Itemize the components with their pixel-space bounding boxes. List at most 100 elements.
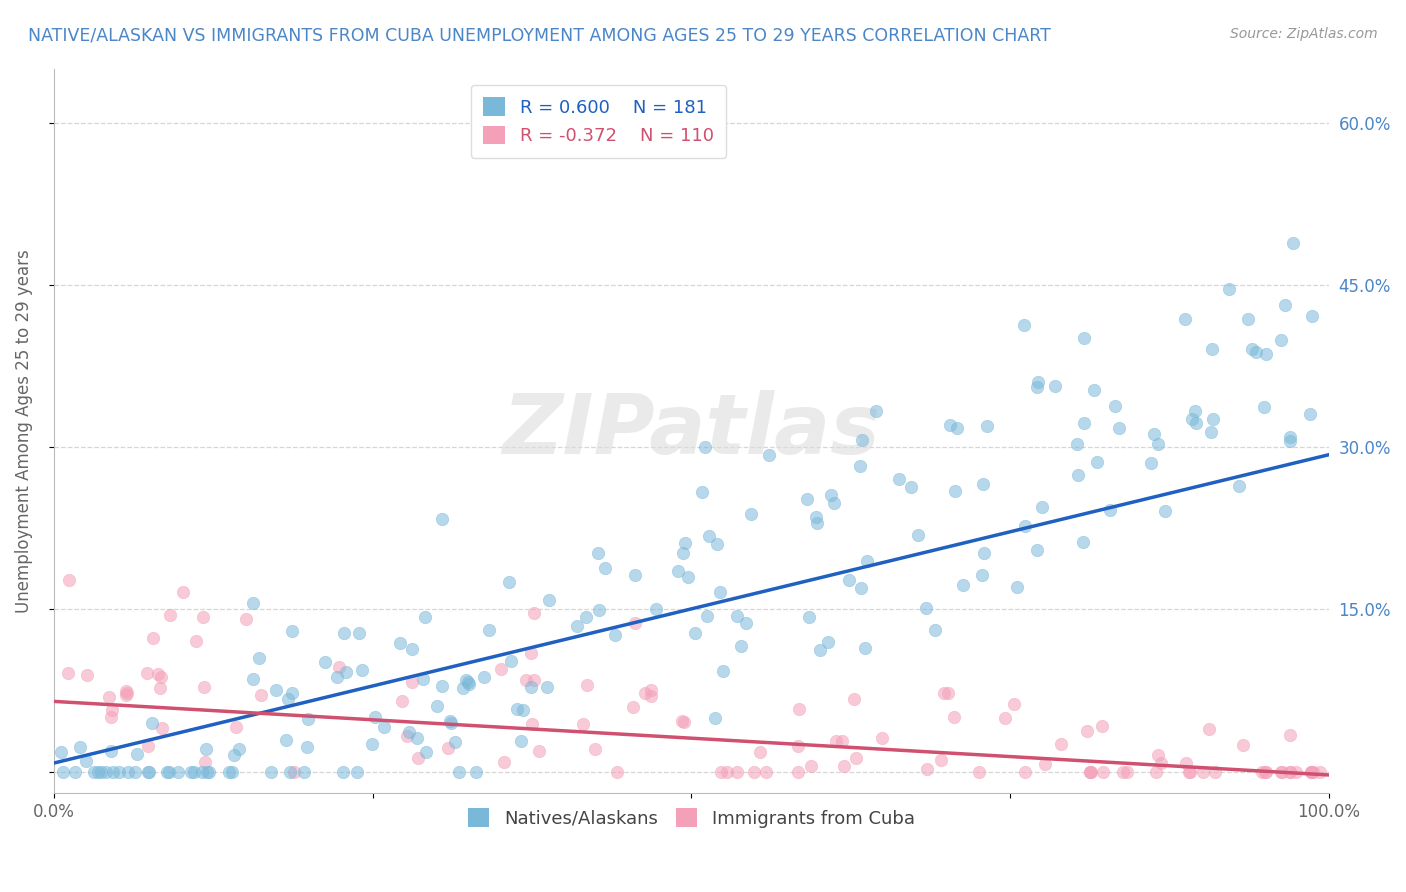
Point	[1279, 430, 1302, 444]
Point	[1271, 764, 1294, 779]
Point	[808, 642, 831, 657]
Point	[142, 631, 165, 645]
Point	[565, 619, 588, 633]
Point	[149, 681, 172, 696]
Point	[644, 602, 666, 616]
Point	[709, 585, 731, 599]
Point	[297, 712, 319, 726]
Point	[1002, 698, 1025, 712]
Point	[696, 609, 718, 624]
Point	[63, 764, 86, 779]
Point	[583, 741, 606, 756]
Point	[180, 764, 202, 779]
Point	[870, 731, 893, 745]
Point	[346, 764, 368, 779]
Point	[831, 734, 853, 748]
Point	[1091, 764, 1114, 779]
Point	[510, 734, 533, 748]
Point	[247, 650, 270, 665]
Point	[1254, 764, 1277, 779]
Point	[1014, 764, 1036, 779]
Point	[1025, 380, 1047, 394]
Point	[413, 610, 436, 624]
Point	[1278, 764, 1301, 779]
Point	[673, 714, 696, 729]
Point	[415, 745, 437, 759]
Point	[228, 742, 250, 756]
Point	[671, 714, 693, 728]
Point	[117, 764, 139, 779]
Point	[666, 565, 689, 579]
Point	[190, 764, 212, 779]
Point	[412, 673, 434, 687]
Point	[391, 694, 413, 708]
Point	[1043, 379, 1066, 393]
Point	[1279, 728, 1302, 742]
Point	[755, 764, 778, 779]
Point	[49, 746, 72, 760]
Point	[1031, 500, 1053, 514]
Point	[929, 753, 952, 767]
Point	[218, 764, 240, 779]
Point	[274, 733, 297, 747]
Point	[1301, 764, 1323, 779]
Point	[1281, 236, 1303, 251]
Point	[710, 764, 733, 779]
Point	[406, 751, 429, 765]
Point	[787, 702, 810, 716]
Point	[603, 628, 626, 642]
Point	[136, 739, 159, 753]
Point	[398, 725, 420, 739]
Point	[1301, 764, 1323, 779]
Point	[135, 666, 157, 681]
Point	[108, 764, 131, 779]
Point	[621, 700, 644, 714]
Point	[1154, 504, 1177, 518]
Point	[786, 764, 808, 779]
Point	[915, 601, 938, 615]
Point	[740, 507, 762, 521]
Point	[945, 421, 967, 435]
Point	[1178, 764, 1201, 779]
Point	[529, 744, 551, 758]
Point	[907, 528, 929, 542]
Point	[1174, 756, 1197, 770]
Point	[1202, 411, 1225, 425]
Point	[1198, 722, 1220, 736]
Point	[86, 764, 108, 779]
Point	[606, 764, 628, 779]
Point	[157, 764, 180, 779]
Y-axis label: Unemployment Among Ages 25 to 29 years: Unemployment Among Ages 25 to 29 years	[15, 249, 32, 613]
Point	[1143, 427, 1166, 442]
Point	[593, 561, 616, 575]
Point	[360, 737, 382, 751]
Point	[817, 635, 839, 649]
Point	[706, 537, 728, 551]
Point	[52, 764, 75, 779]
Point	[900, 480, 922, 494]
Point	[588, 603, 610, 617]
Point	[1237, 311, 1260, 326]
Point	[1026, 543, 1049, 558]
Text: NATIVE/ALASKAN VS IMMIGRANTS FROM CUBA UNEMPLOYMENT AMONG AGES 25 TO 29 YEARS CO: NATIVE/ALASKAN VS IMMIGRANTS FROM CUBA U…	[28, 27, 1052, 45]
Point	[1254, 347, 1277, 361]
Point	[242, 672, 264, 686]
Point	[716, 764, 738, 779]
Text: Source: ZipAtlas.com: Source: ZipAtlas.com	[1230, 27, 1378, 41]
Point	[430, 679, 453, 693]
Point	[1104, 399, 1126, 413]
Point	[90, 764, 112, 779]
Point	[1005, 581, 1028, 595]
Point	[352, 663, 374, 677]
Point	[571, 717, 593, 731]
Point	[472, 670, 495, 684]
Point	[972, 477, 994, 491]
Point	[136, 764, 159, 779]
Point	[489, 662, 512, 676]
Point	[401, 674, 423, 689]
Point	[314, 655, 336, 669]
Point	[725, 608, 748, 623]
Point	[787, 739, 810, 753]
Point	[184, 634, 207, 648]
Point	[538, 593, 561, 607]
